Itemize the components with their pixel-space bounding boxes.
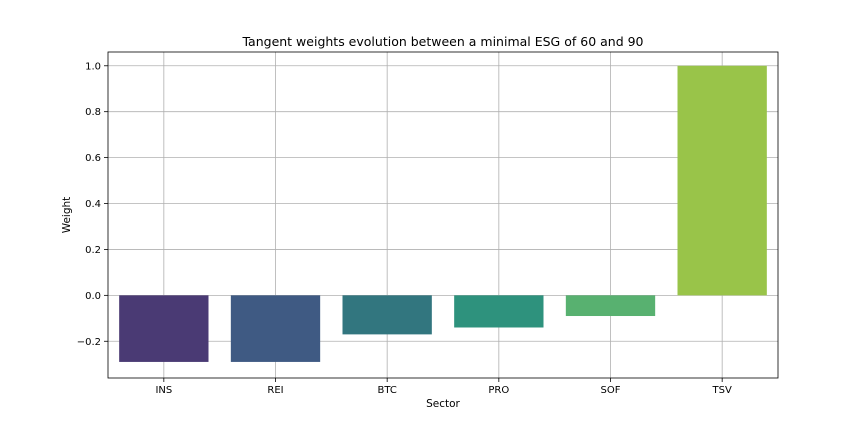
x-tick-label: TSV — [712, 385, 732, 396]
y-tick-label: 0.4 — [85, 199, 101, 210]
x-tick-label: SOF — [601, 385, 621, 396]
bar-rei — [230, 295, 321, 362]
bar-sof — [565, 295, 656, 317]
y-tick-label: 0.6 — [85, 153, 101, 164]
y-tick-label: 0.8 — [85, 107, 101, 118]
y-tick-label: −0.2 — [77, 337, 101, 348]
x-tick-label: REI — [267, 385, 283, 396]
y-axis-ticks: −0.2 0.0 0.2 0.4 0.6 0.8 1.0 — [77, 61, 108, 348]
bars — [119, 65, 767, 362]
bar-ins — [119, 295, 209, 362]
y-axis-label: Weight — [61, 197, 73, 234]
x-tick-label: PRO — [488, 385, 509, 396]
chart-title: Tangent weights evolution between a mini… — [241, 34, 643, 49]
y-tick-label: 1.0 — [85, 61, 101, 72]
x-tick-label: BTC — [377, 385, 396, 396]
bar-btc — [342, 295, 432, 335]
plot-frame — [107, 51, 779, 379]
y-tick-label: 0.0 — [85, 291, 101, 302]
bar-pro — [454, 295, 544, 328]
x-axis-label: Sector — [426, 398, 460, 410]
x-axis-ticks: INS REI BTC PRO SOF TSV — [155, 378, 732, 396]
x-tick-label: INS — [155, 385, 172, 396]
y-tick-label: 0.2 — [85, 245, 101, 256]
bar-tsv — [677, 65, 767, 296]
